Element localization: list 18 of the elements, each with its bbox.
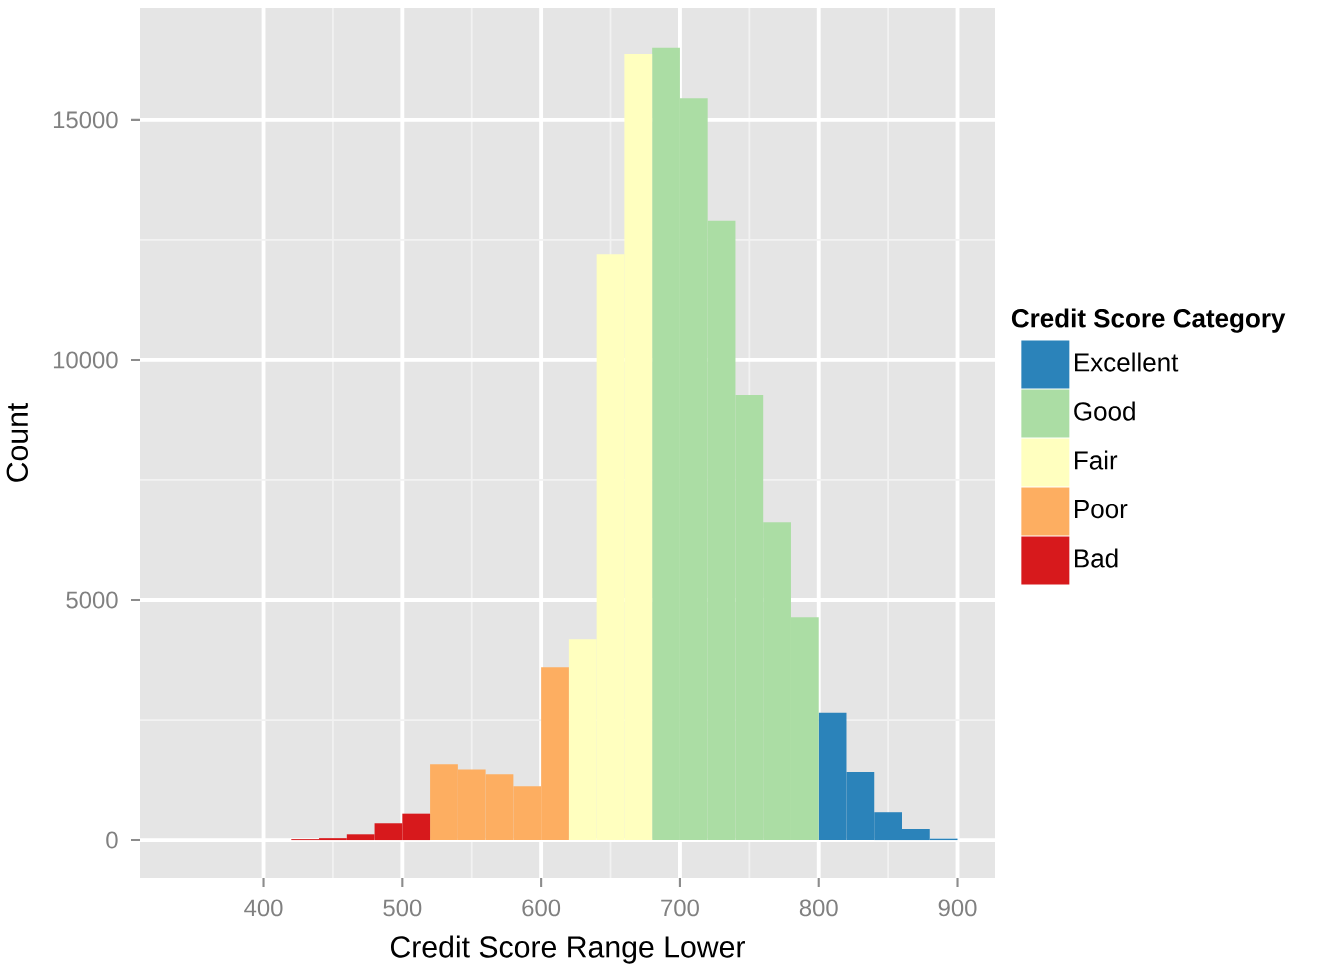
legend-label: Fair (1075, 450, 1118, 470)
legend-label: Good (1074, 401, 1135, 421)
y-tick-label: 0 (106, 831, 118, 849)
legend-label: Excellent (1075, 352, 1179, 372)
legend-label: Poor (1075, 499, 1128, 519)
x-tick-label: 500 (383, 899, 422, 917)
x-tick-label: 400 (244, 899, 283, 917)
x-tick-label: 900 (938, 899, 977, 917)
legend-label: Bad (1075, 548, 1118, 568)
y-tick-label: 10000 (53, 351, 118, 369)
legend-title: Credit Score Category (1011, 308, 1286, 333)
x-tick-label: 700 (661, 899, 699, 917)
x-tick-label: 800 (799, 899, 838, 917)
y-tick-label: 5000 (66, 591, 118, 609)
x-tick-label: 600 (522, 899, 561, 917)
x-axis-title: Credit Score Range Lower (390, 935, 745, 964)
y-tick-label: 15000 (53, 111, 118, 129)
y-axis-title: Count (6, 402, 28, 482)
